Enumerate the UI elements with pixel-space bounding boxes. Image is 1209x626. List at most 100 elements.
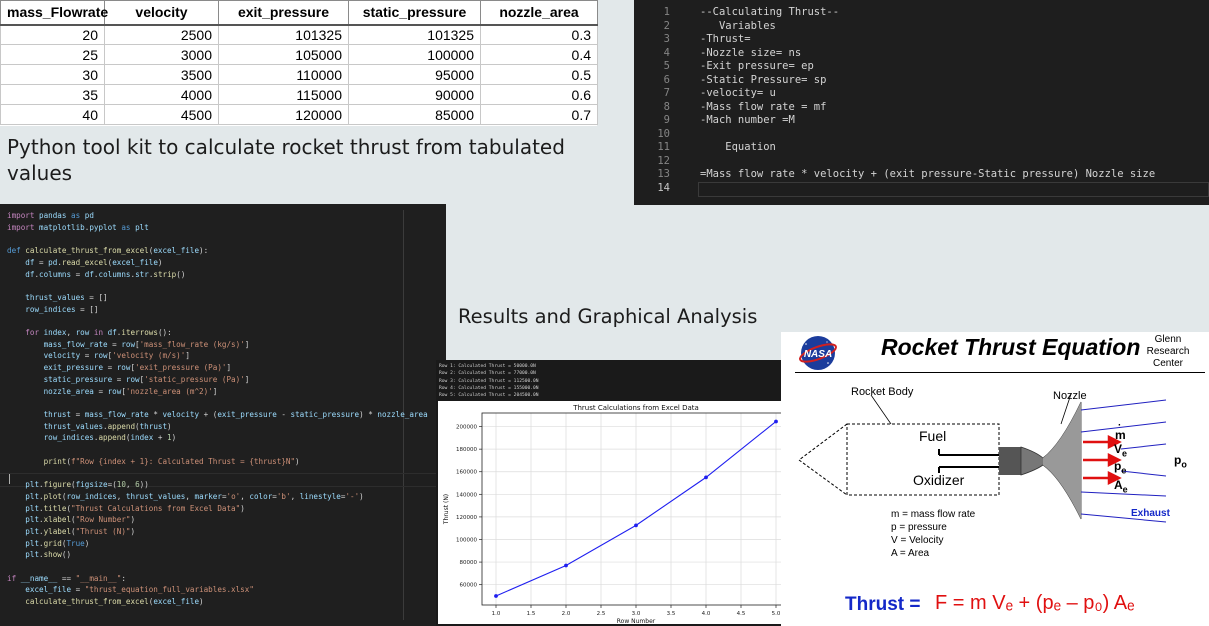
table-row: 40 4500 120000 85000 0.7 xyxy=(0,104,598,125)
code-line[interactable]: exit_pressure = row['exit_pressure (Pa)'… xyxy=(43,363,232,373)
excel-table: mass_Flowrate velocity exit_pressure static… xyxy=(0,0,598,125)
code-line[interactable]: static_pressure = row['static_pressure (… xyxy=(43,374,250,384)
python-code-editor[interactable]: import pandas as pd import matplotlib.pyp… xyxy=(0,204,446,626)
line-text: -Exit pressure= ep xyxy=(700,60,814,72)
table-cell[interactable]: 4500 xyxy=(104,104,219,125)
table-cell[interactable]: 90000 xyxy=(348,84,481,105)
table-cell[interactable]: 0.3 xyxy=(480,24,598,45)
editor-line[interactable]: 8 -Mass flow rate = mf xyxy=(634,101,1209,115)
text-cursor xyxy=(9,474,10,484)
line-number: 12 xyxy=(657,154,670,167)
legend-item: p = pressure xyxy=(891,522,947,533)
table-cell[interactable]: 95000 xyxy=(348,64,481,85)
line-text: -velocity= u xyxy=(700,87,776,99)
code-line[interactable]: for index, row in df.iterrows(): xyxy=(25,328,172,337)
fuel-label: Fuel xyxy=(919,428,947,444)
table-cell[interactable]: 100000 xyxy=(348,44,481,65)
code-line[interactable]: thrust_values.append(thrust) xyxy=(43,421,172,431)
column-header[interactable]: static_pressure xyxy=(348,0,481,26)
nozzle-label: Nozzle xyxy=(1053,390,1087,402)
editor-line[interactable]: 14 xyxy=(634,182,1209,196)
code-line[interactable]: row_indices.append(index + 1) xyxy=(43,433,177,443)
code-line[interactable]: import matplotlib.pyplot as plt xyxy=(7,222,149,232)
column-header[interactable]: nozzle_area xyxy=(480,0,598,26)
table-cell[interactable]: 0.4 xyxy=(480,44,598,65)
table-cell[interactable]: 105000 xyxy=(218,44,349,65)
code-line[interactable]: import pandas as pd xyxy=(7,211,94,220)
table-cell[interactable]: 25 xyxy=(0,44,105,65)
editor-line[interactable]: 9 -Mach number =M xyxy=(634,114,1209,128)
code-line[interactable]: if __name__ == "__main__": xyxy=(7,573,126,583)
code-line[interactable]: thrust_values = [] xyxy=(25,292,108,302)
code-line[interactable]: plt.plot(row_indices, thrust_values, mar… xyxy=(25,491,364,501)
chart-title: Thrust Calculations from Excel Data xyxy=(572,404,699,412)
y-axis-label: Thrust (N) xyxy=(443,494,450,525)
table-cell[interactable]: 2500 xyxy=(104,24,219,45)
column-header[interactable]: exit_pressure xyxy=(218,0,349,26)
editor-line[interactable]: 2 Variables xyxy=(634,20,1209,34)
column-header[interactable]: mass_Flowrate xyxy=(0,0,108,26)
line-number: 6 xyxy=(663,73,670,86)
code-line[interactable]: row_indices = [] xyxy=(25,304,99,314)
x-tick-label: 2.5 xyxy=(597,611,606,617)
editor-line[interactable]: 11 Equation xyxy=(634,141,1209,155)
code-line[interactable]: mass_flow_rate = row['mass_flow_rate (kg… xyxy=(43,339,250,349)
code-line[interactable]: excel_file = "thrust_equation_full_varia… xyxy=(25,585,254,595)
code-line[interactable]: calculate_thrust_from_excel(excel_file) xyxy=(25,597,204,607)
code-line[interactable]: velocity = row['velocity (m/s)'] xyxy=(43,351,190,361)
line-number: 13 xyxy=(657,168,670,180)
code-line[interactable]: print(f"Row {index + 1}: Calculated Thru… xyxy=(43,456,300,466)
code-line[interactable]: plt.grid(True) xyxy=(25,538,90,548)
table-cell[interactable]: 40 xyxy=(0,104,105,125)
table-cell[interactable]: 3000 xyxy=(104,44,219,65)
editor-line[interactable]: 13 =Mass flow rate * velocity + (exit pre… xyxy=(634,168,1209,182)
table-cell[interactable]: 101325 xyxy=(348,24,481,45)
legend-item: A = Area xyxy=(891,548,930,559)
variables-editor[interactable]: 1 --Calculating Thrust-- 2 Variables 3 -Thru… xyxy=(634,0,1209,205)
table-cell[interactable]: 4000 xyxy=(104,84,219,105)
y-tick-label: 100000 xyxy=(456,537,477,543)
editor-line[interactable]: 1 --Calculating Thrust-- xyxy=(634,6,1209,20)
code-line[interactable]: plt.ylabel("Thrust (N)") xyxy=(25,526,136,536)
line-number: 2 xyxy=(663,19,670,32)
table-cell[interactable]: 0.7 xyxy=(480,104,598,125)
table-cell[interactable]: 115000 xyxy=(218,84,349,105)
editor-line[interactable]: 5 -Exit pressure= ep xyxy=(634,60,1209,74)
table-cell[interactable]: 20 xyxy=(0,24,105,45)
table-cell[interactable]: 0.5 xyxy=(480,64,598,85)
x-tick-label: 2.0 xyxy=(562,611,571,617)
table-cell[interactable]: 101325 xyxy=(218,24,349,45)
table-cell[interactable]: 3500 xyxy=(104,64,219,85)
x-tick-label: 4.0 xyxy=(702,611,711,617)
editor-line[interactable]: 4 -Nozzle size= ns xyxy=(634,47,1209,61)
table-cell[interactable]: 35 xyxy=(0,84,105,105)
table-cell[interactable]: 30 xyxy=(0,64,105,85)
table-cell[interactable]: 110000 xyxy=(218,64,349,85)
editor-line[interactable]: 7 -velocity= u xyxy=(634,87,1209,101)
code-line[interactable]: def calculate_thrust_from_excel(excel_fi… xyxy=(7,246,209,256)
editor-line[interactable]: 6 -Static Pressure= sp xyxy=(634,74,1209,88)
editor-line[interactable]: 10 xyxy=(634,128,1209,142)
editor-line[interactable]: 12 xyxy=(634,155,1209,169)
data-point xyxy=(634,523,638,528)
rocket-body-label: Rocket Body xyxy=(851,386,914,398)
table-cell[interactable]: 120000 xyxy=(218,104,349,125)
ve-label: Ve xyxy=(1114,442,1128,459)
column-header[interactable]: velocity xyxy=(104,0,219,26)
editor-line[interactable]: 3 -Thrust= xyxy=(634,33,1209,47)
variable-legend: m = mass flow rate p = pressure V = Velo… xyxy=(891,508,975,560)
code-line[interactable]: df.columns = df.columns.str.strip() xyxy=(25,269,186,279)
data-point xyxy=(704,475,708,480)
table-cell[interactable]: 85000 xyxy=(348,104,481,125)
indent-guide xyxy=(403,210,404,620)
code-line[interactable]: plt.xlabel("Row Number") xyxy=(25,515,136,525)
table-cell[interactable]: 0.6 xyxy=(480,84,598,105)
code-line[interactable]: plt.figure(figsize=(10, 6)) xyxy=(25,480,149,490)
code-line[interactable]: thrust = mass_flow_rate * velocity + (ex… xyxy=(43,409,428,419)
code-line[interactable]: plt.show() xyxy=(25,550,72,560)
code-line[interactable]: df = pd.read_excel(excel_file) xyxy=(25,257,163,267)
code-line[interactable]: nozzle_area = row['nozzle_area (m^2)'] xyxy=(43,386,218,396)
table-header-row: mass_Flowrate velocity exit_pressure static… xyxy=(0,0,598,26)
results-caption: Results and Graphical Analysis xyxy=(458,305,758,328)
code-line[interactable]: plt.title("Thrust Calculations from Exce… xyxy=(25,503,245,513)
